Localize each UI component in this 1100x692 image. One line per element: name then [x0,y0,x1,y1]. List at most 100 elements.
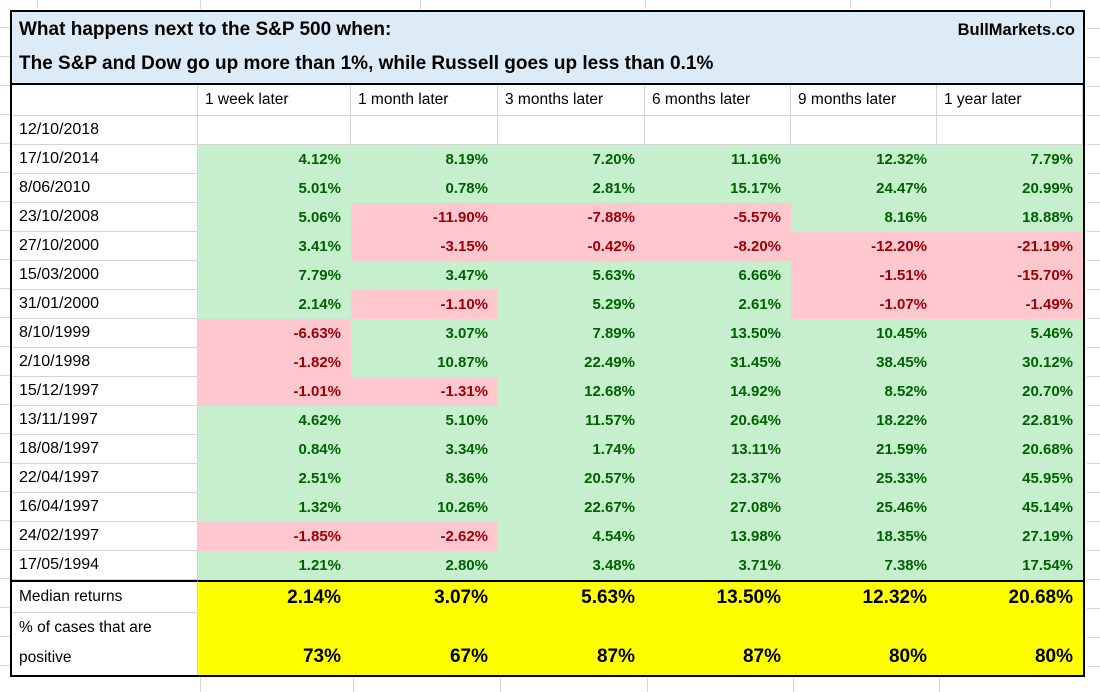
percent-positive-value-cell[interactable]: 80% [791,613,937,675]
return-cell-9m[interactable]: 18.22% [791,406,937,435]
return-cell-1w[interactable]: 5.06% [198,203,351,232]
return-cell-6m[interactable]: 27.08% [645,493,791,522]
return-cell-3m[interactable]: -7.88% [498,203,645,232]
return-cell-1w[interactable]: -6.63% [198,319,351,348]
return-cell-1y[interactable]: 20.68% [937,435,1083,464]
return-cell-9m[interactable]: 24.47% [791,174,937,203]
percent-positive-value-cell[interactable]: 87% [498,613,645,675]
return-cell-1w[interactable]: 3.41% [198,232,351,261]
return-cell-1m[interactable]: -11.90% [351,203,498,232]
return-cell-6m[interactable]: 13.50% [645,319,791,348]
return-cell-9m[interactable]: -1.07% [791,290,937,319]
return-cell-9m[interactable]: 25.33% [791,464,937,493]
date-cell[interactable]: 15/12/1997 [12,377,198,406]
return-cell-9m[interactable]: 25.46% [791,493,937,522]
date-cell[interactable]: 12/10/2018 [12,116,198,145]
return-cell-1w[interactable]: 0.84% [198,435,351,464]
return-cell-1m[interactable]: 2.80% [351,551,498,580]
return-cell-1m[interactable]: 8.36% [351,464,498,493]
return-cell-1m[interactable]: 8.19% [351,145,498,174]
return-cell-1y[interactable]: 45.14% [937,493,1083,522]
date-cell[interactable]: 18/08/1997 [12,435,198,464]
median-value-cell[interactable]: 12.32% [791,580,937,613]
return-cell-1y[interactable]: -21.19% [937,232,1083,261]
return-cell-3m[interactable]: 5.63% [498,261,645,290]
return-cell-9m[interactable]: -1.51% [791,261,937,290]
return-cell-6m[interactable]: 13.11% [645,435,791,464]
return-cell-1m[interactable]: -3.15% [351,232,498,261]
return-cell-1y[interactable]: 18.88% [937,203,1083,232]
column-header[interactable]: 1 month later [351,85,498,116]
return-cell-9m[interactable]: 8.52% [791,377,937,406]
return-cell-1m[interactable]: 10.26% [351,493,498,522]
return-cell-1w[interactable]: 1.32% [198,493,351,522]
return-cell-9m[interactable]: 8.16% [791,203,937,232]
percent-positive-value-cell[interactable]: 80% [937,613,1083,675]
return-cell-6m[interactable]: 14.92% [645,377,791,406]
return-cell-1w[interactable]: -1.82% [198,348,351,377]
date-cell[interactable]: 31/01/2000 [12,290,198,319]
return-cell-1y[interactable] [937,116,1083,145]
return-cell-9m[interactable]: -12.20% [791,232,937,261]
return-cell-9m[interactable] [791,116,937,145]
median-value-cell[interactable]: 13.50% [645,580,791,613]
return-cell-3m[interactable]: 22.67% [498,493,645,522]
date-cell[interactable]: 17/10/2014 [12,145,198,174]
return-cell-9m[interactable]: 21.59% [791,435,937,464]
return-cell-1w[interactable]: 4.12% [198,145,351,174]
date-cell[interactable]: 22/04/1997 [12,464,198,493]
return-cell-6m[interactable]: 13.98% [645,522,791,551]
return-cell-6m[interactable]: 20.64% [645,406,791,435]
percent-positive-value-cell[interactable]: 73% [198,613,351,675]
median-value-cell[interactable]: 2.14% [198,580,351,613]
return-cell-6m[interactable]: 6.66% [645,261,791,290]
return-cell-3m[interactable] [498,116,645,145]
return-cell-1w[interactable]: -1.85% [198,522,351,551]
date-cell[interactable]: 8/06/2010 [12,174,198,203]
percent-positive-value-cell[interactable]: 67% [351,613,498,675]
median-label[interactable]: Median returns [12,580,198,613]
return-cell-9m[interactable]: 12.32% [791,145,937,174]
return-cell-6m[interactable]: 15.17% [645,174,791,203]
return-cell-1w[interactable] [198,116,351,145]
return-cell-1w[interactable]: 5.01% [198,174,351,203]
return-cell-3m[interactable]: 20.57% [498,464,645,493]
return-cell-9m[interactable]: 18.35% [791,522,937,551]
return-cell-1m[interactable]: 3.47% [351,261,498,290]
percent-positive-value-cell[interactable]: 87% [645,613,791,675]
return-cell-1m[interactable]: 0.78% [351,174,498,203]
return-cell-3m[interactable]: 11.57% [498,406,645,435]
date-cell[interactable]: 27/10/2000 [12,232,198,261]
column-header[interactable]: 9 months later [791,85,937,116]
return-cell-6m[interactable]: 11.16% [645,145,791,174]
date-cell[interactable]: 23/10/2008 [12,203,198,232]
median-value-cell[interactable]: 3.07% [351,580,498,613]
return-cell-9m[interactable]: 7.38% [791,551,937,580]
return-cell-3m[interactable]: 1.74% [498,435,645,464]
return-cell-3m[interactable]: -0.42% [498,232,645,261]
return-cell-1m[interactable]: 3.34% [351,435,498,464]
return-cell-1m[interactable]: 5.10% [351,406,498,435]
date-cell[interactable]: 8/10/1999 [12,319,198,348]
return-cell-3m[interactable]: 7.89% [498,319,645,348]
return-cell-1y[interactable]: 17.54% [937,551,1083,580]
return-cell-6m[interactable]: 31.45% [645,348,791,377]
return-cell-1m[interactable]: -1.10% [351,290,498,319]
return-cell-1m[interactable]: 3.07% [351,319,498,348]
date-cell[interactable]: 15/03/2000 [12,261,198,290]
return-cell-3m[interactable]: 12.68% [498,377,645,406]
return-cell-1y[interactable]: 20.99% [937,174,1083,203]
return-cell-3m[interactable]: 7.20% [498,145,645,174]
return-cell-6m[interactable]: 2.61% [645,290,791,319]
return-cell-6m[interactable]: -8.20% [645,232,791,261]
return-cell-1m[interactable]: -2.62% [351,522,498,551]
date-cell[interactable]: 17/05/1994 [12,551,198,580]
return-cell-1m[interactable]: 10.87% [351,348,498,377]
return-cell-1w[interactable]: 1.21% [198,551,351,580]
return-cell-1y[interactable]: 7.79% [937,145,1083,174]
return-cell-3m[interactable]: 22.49% [498,348,645,377]
return-cell-1w[interactable]: 4.62% [198,406,351,435]
return-cell-9m[interactable]: 38.45% [791,348,937,377]
return-cell-3m[interactable]: 2.81% [498,174,645,203]
return-cell-1w[interactable]: 2.51% [198,464,351,493]
